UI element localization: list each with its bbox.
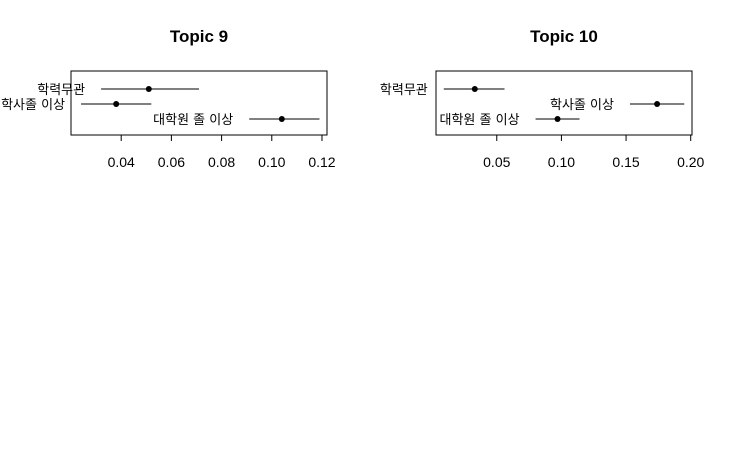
x-tick-label: 0.08 [208,154,235,170]
point-label: 학사졸 이상 [550,98,614,113]
x-tick-label: 0.20 [677,154,704,170]
estimate-point [554,116,561,122]
point-label: 대학원 졸 이상 [440,113,520,128]
point-label: 대학원 졸 이상 [153,113,233,128]
x-tick-label: 0.10 [548,154,575,170]
x-tick-label: 0.05 [483,154,510,170]
chart-title: Topic 10 [530,27,598,46]
point-label: 학력무관 [380,83,428,98]
estimate-point [113,101,120,107]
x-tick-label: 0.10 [258,154,285,170]
point-label: 학력무관 [37,83,85,98]
x-tick-label: 0.04 [108,154,135,170]
x-tick-label: 0.06 [158,154,185,170]
chart-title: Topic 9 [170,27,228,46]
estimate-point [654,101,661,107]
x-tick-label: 0.15 [612,154,639,170]
estimate-point [278,116,285,122]
estimate-point [145,86,152,92]
x-tick-label: 0.12 [308,154,335,170]
estimate-point [471,86,478,92]
point-label: 학사졸 이상 [1,98,65,113]
